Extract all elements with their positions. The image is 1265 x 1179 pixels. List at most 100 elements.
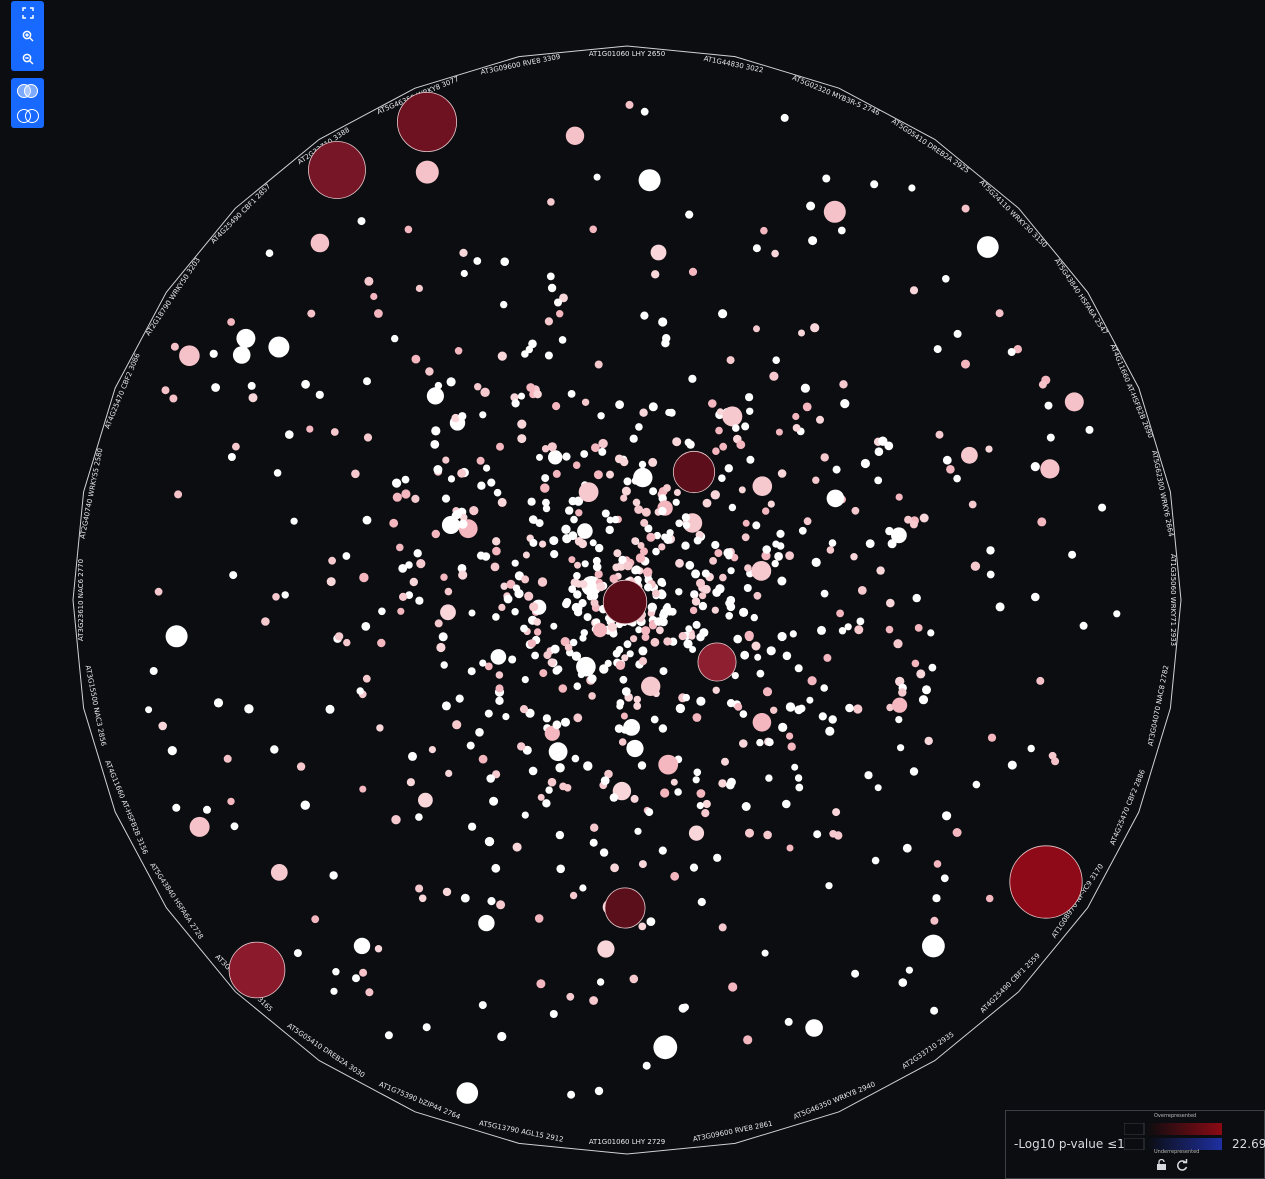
gene-node[interactable] [547,283,557,293]
gene-node[interactable] [615,660,626,670]
gene-node[interactable] [638,860,647,869]
gene-node[interactable] [838,627,847,635]
gene-node[interactable] [702,498,712,508]
ring-label[interactable]: AT1G35060 WRKY71 2933 [1169,554,1177,646]
gene-node[interactable] [623,477,632,486]
gene-node[interactable] [785,551,794,560]
peripheral-gene-node[interactable] [780,113,789,122]
gene-node[interactable] [596,978,605,986]
gene-node[interactable] [484,836,495,847]
gene-node[interactable] [942,455,952,465]
gene-node[interactable] [404,225,413,234]
gene-node[interactable] [820,684,828,692]
gene-node[interactable] [621,687,631,696]
gene-node[interactable] [895,676,905,687]
gene-node[interactable] [511,399,520,408]
peripheral-gene-node[interactable] [930,916,939,925]
gene-node[interactable] [663,535,673,544]
peripheral-gene-node[interactable] [653,1035,678,1060]
gene-node[interactable] [285,430,294,439]
gene-node[interactable] [650,244,667,261]
gene-node[interactable] [688,267,698,276]
gene-node[interactable] [569,891,578,900]
ring-label[interactable]: AT2G40740 WRKY55 2580 [79,447,105,539]
peripheral-gene-node[interactable] [170,342,179,351]
gene-node[interactable] [635,626,643,634]
gene-node[interactable] [640,518,649,527]
gene-node[interactable] [638,646,648,656]
peripheral-gene-node[interactable] [172,803,181,812]
gene-node[interactable] [593,173,601,181]
gene-node[interactable] [483,464,491,472]
gene-node[interactable] [719,573,727,582]
gene-node[interactable] [475,728,484,737]
gene-node[interactable] [718,309,728,319]
gene-node[interactable] [712,686,720,694]
gene-node[interactable] [376,724,384,732]
gene-node[interactable] [511,608,519,616]
gene-node[interactable] [578,539,588,549]
gene-node[interactable] [725,599,733,608]
gene-node[interactable] [985,894,994,903]
gene-node[interactable] [573,682,582,690]
gene-node[interactable] [886,703,894,712]
gene-node[interactable] [374,309,383,318]
gene-node[interactable] [397,607,405,615]
gene-node[interactable] [591,443,600,453]
gene-node[interactable] [415,596,424,605]
gene-node[interactable] [500,257,510,267]
gene-node[interactable] [909,286,919,295]
gene-node[interactable] [434,619,443,628]
gene-node[interactable] [272,593,280,601]
gene-node[interactable] [652,589,660,598]
gene-node[interactable] [415,884,424,893]
ring-label[interactable]: AT5G13790 AGL15 2912 [478,1119,564,1144]
gene-node[interactable] [718,779,727,788]
peripheral-gene-node[interactable] [953,329,962,338]
gene-node[interactable] [431,529,440,539]
gene-node[interactable] [544,725,560,741]
gene-node[interactable] [374,945,383,953]
gene-node[interactable] [791,763,799,771]
gene-node[interactable] [767,500,775,508]
gene-node[interactable] [942,275,950,283]
gene-node[interactable] [426,387,444,405]
gene-node[interactable] [615,400,624,409]
gene-node[interactable] [549,536,559,546]
gene-node[interactable] [665,408,673,417]
gene-node[interactable] [542,714,552,723]
gene-node[interactable] [512,584,521,592]
gene-node[interactable] [986,570,995,579]
gene-node[interactable] [411,354,421,364]
ring-label[interactable]: AT1G01060 LHY 2650 [589,50,665,58]
gene-node[interactable] [547,777,557,787]
gene-node[interactable] [786,732,794,740]
gene-node[interactable] [685,210,694,219]
gene-node[interactable] [145,706,153,714]
dark-red-node-bottom-left[interactable] [228,941,286,999]
gene-node[interactable] [415,284,423,292]
gene-node[interactable] [762,687,773,697]
gene-node[interactable] [639,408,648,417]
gene-node[interactable] [795,783,804,792]
gene-node[interactable] [458,412,467,421]
gene-node[interactable] [744,630,754,641]
gene-node[interactable] [731,672,739,680]
gene-node[interactable] [620,494,628,502]
gene-node[interactable] [832,465,841,474]
gene-node[interactable] [451,413,460,423]
gene-node[interactable] [583,761,593,771]
gene-node[interactable] [739,739,748,748]
gene-node[interactable] [892,697,908,713]
gene-node[interactable] [359,785,367,793]
gene-node[interactable] [733,634,742,644]
gene-node[interactable] [326,577,336,587]
ring-label[interactable]: AT5G05410 DREB2A 2925 [890,117,971,175]
gene-node[interactable] [261,617,270,626]
peripheral-gene-node[interactable] [922,934,945,958]
gene-node[interactable] [459,513,468,522]
peripheral-gene-node[interactable] [1068,550,1077,559]
gene-node[interactable] [928,663,937,672]
gene-node[interactable] [329,871,338,880]
gene-node[interactable] [311,915,320,924]
